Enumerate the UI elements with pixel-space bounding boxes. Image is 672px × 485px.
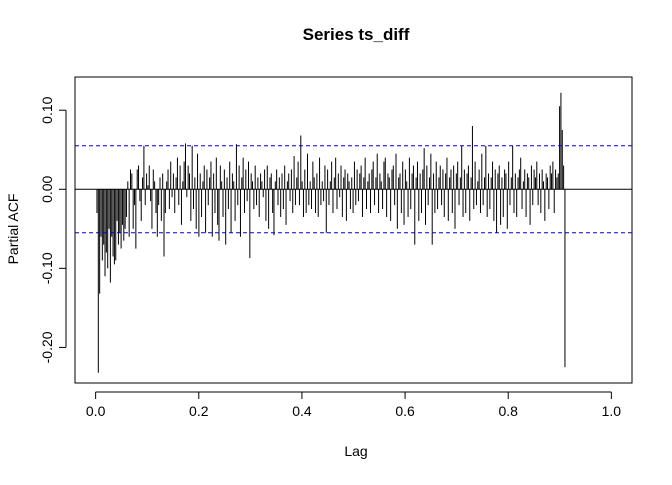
y-axis: -0.20 -0.10 0.00 0.10 [39,96,67,363]
x-tick-label: 0.8 [498,403,518,419]
x-axis: 0.0 0.2 0.4 0.6 0.8 1.0 [86,391,622,419]
y-tick-label: 0.10 [39,96,55,123]
chart-title: Series ts_diff [303,25,410,44]
x-tick-label: 0.4 [292,403,312,419]
x-axis-label: Lag [344,443,367,459]
x-tick-label: 0.2 [189,403,209,419]
y-tick-label: -0.10 [39,252,55,284]
confidence-bounds [75,145,632,234]
y-axis-label: Partial ACF [5,194,21,265]
y-tick-label: -0.20 [39,331,55,363]
x-tick-label: 0.0 [86,403,106,419]
x-tick-label: 0.6 [395,403,415,419]
pacf-bars [96,92,566,373]
y-tick-label: 0.00 [39,175,55,202]
plot-frame [74,76,633,384]
x-tick-label: 1.0 [602,403,622,419]
